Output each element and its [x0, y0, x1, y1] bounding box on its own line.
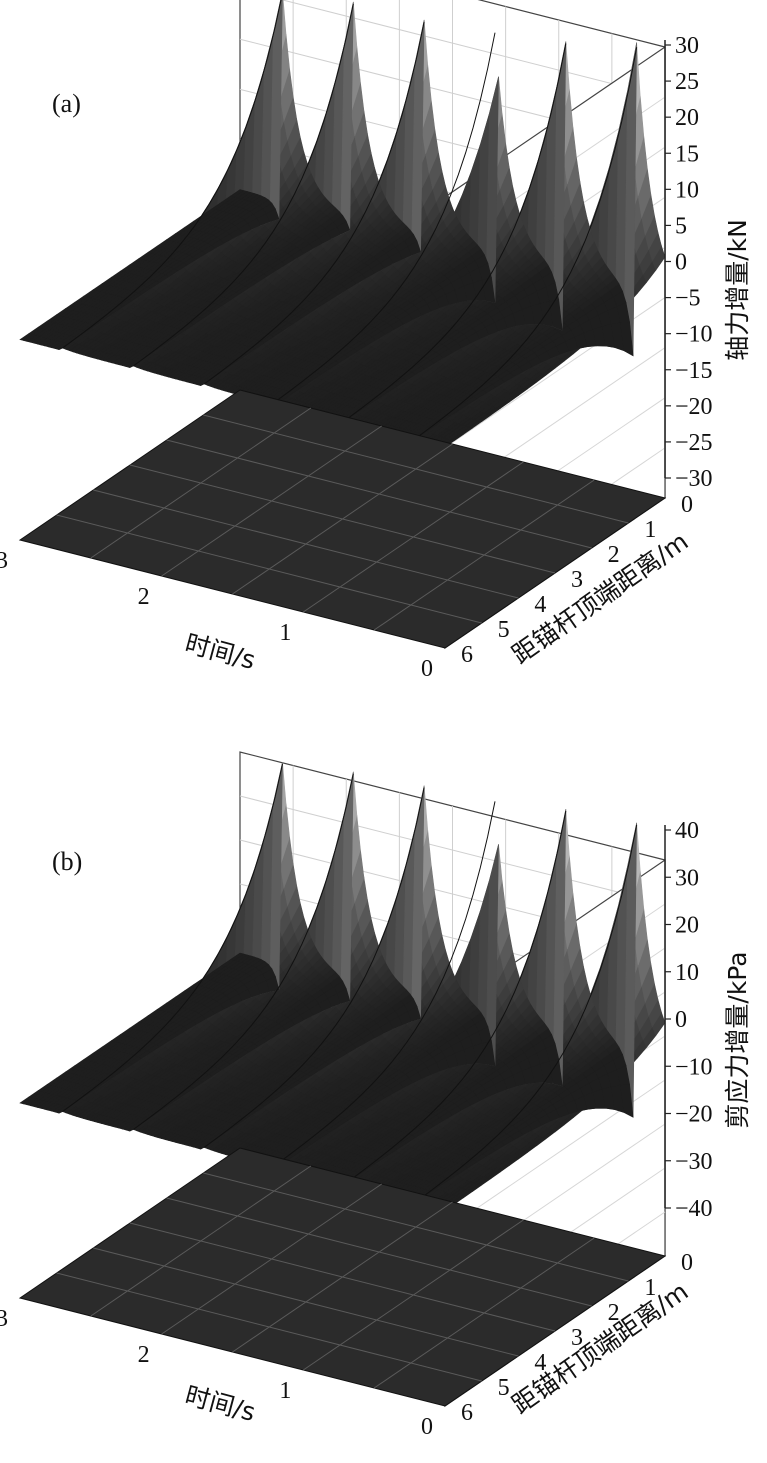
z-tick-label: 30	[675, 33, 699, 59]
y-tick-label: 3	[571, 567, 583, 593]
z-tick-label: −10	[675, 322, 713, 348]
z-tick: −5	[665, 286, 701, 312]
z-tick: 25	[665, 69, 699, 95]
floor-a	[18, 389, 667, 649]
y-tick: 3	[571, 567, 583, 593]
z-tick-label: −25	[675, 430, 713, 456]
chart-svg-a: 302520151050−5−10−15−20−25−3001230123456…	[0, 0, 752, 682]
y-tick: 6	[461, 642, 473, 668]
wall-gridline	[280, 0, 666, 98]
floor-gridline	[93, 489, 519, 599]
panel-label: (a)	[52, 89, 81, 118]
surface-a	[19, 0, 666, 448]
z-tick-label: −15	[675, 358, 713, 384]
y-tick-label: 5	[498, 617, 510, 643]
y-tick: 5	[498, 617, 510, 643]
x-tick-label: 0	[421, 656, 433, 682]
z-tick-label: −20	[675, 394, 713, 420]
x-tick: 1	[279, 620, 291, 646]
x-tick-label: 1	[279, 620, 291, 646]
y-tick-label: 2	[608, 542, 620, 568]
z-tick-label: 25	[675, 69, 699, 95]
z-tick: 5	[665, 213, 687, 239]
chart-panel-a: 30 25 20 15 10 5 0 −5 −10 −15 −20 −25 −30 0 1 2 3 0 1 2 3 4 5 6…	[0, 0, 767, 720]
surface-b	[19, 762, 666, 1211]
z-tick-label: 5	[675, 213, 687, 239]
z-tick: 0	[665, 250, 687, 276]
z-tick: 30	[665, 33, 699, 59]
z-tick: −10	[665, 322, 713, 348]
z-tick-label: −30	[675, 466, 713, 492]
floor-gridline	[129, 464, 556, 574]
y-tick-label: 4	[534, 592, 546, 618]
floor-gridline	[203, 414, 629, 524]
wall-gridline	[239, 795, 666, 905]
y-tick: 4	[534, 592, 546, 618]
z-tick-label: 15	[675, 141, 699, 167]
z-tick: −20	[665, 394, 713, 420]
peak-ridge-line	[203, 21, 425, 385]
z-axis-title: 轴力增量/kN	[723, 219, 752, 361]
x-tick: 3	[0, 548, 8, 574]
surface-facet	[230, 189, 245, 198]
x-tick-label: 2	[138, 584, 150, 610]
z-tick: −15	[665, 358, 713, 384]
y-tick-label: 1	[644, 517, 656, 543]
z-tick: −30	[665, 466, 713, 492]
peak-ridge-line	[416, 47, 638, 439]
y-tick-label: 0	[681, 492, 693, 518]
z-tick-label: 10	[675, 177, 699, 203]
floor-gridline	[166, 439, 592, 549]
y-tick: 0	[681, 492, 693, 518]
y-tick: 2	[608, 542, 620, 568]
z-tick-label: −5	[675, 286, 701, 312]
x-tick: 2	[138, 584, 150, 610]
peak-ridge-line	[274, 32, 496, 403]
z-tick: 20	[665, 105, 699, 131]
y-tick-label: 6	[461, 642, 473, 668]
x-tick-label: 3	[0, 548, 8, 574]
floor-gridline	[56, 514, 482, 624]
chart-panel-b: 40 30 20 10 0 −10 −20 −30 −40 0 1 2 3 0 1 2 3 4 5 6 (b) 剪应力…	[0, 730, 767, 1450]
z-tick: 15	[665, 141, 699, 167]
x-tick: 0	[421, 656, 433, 682]
peak-ridge-line	[345, 43, 567, 421]
peak-ridge-line	[133, 3, 354, 367]
z-tick-label: 20	[675, 105, 699, 131]
x-axis-title: 时间/s	[182, 629, 259, 676]
z-tick: 10	[665, 177, 699, 203]
y-tick: 1	[644, 517, 656, 543]
peak-ridge-line	[62, 0, 282, 349]
z-tick-label: 0	[675, 250, 687, 276]
z-tick: −25	[665, 430, 713, 456]
